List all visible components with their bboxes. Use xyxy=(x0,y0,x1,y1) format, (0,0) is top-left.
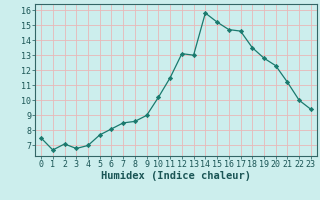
X-axis label: Humidex (Indice chaleur): Humidex (Indice chaleur) xyxy=(101,171,251,181)
